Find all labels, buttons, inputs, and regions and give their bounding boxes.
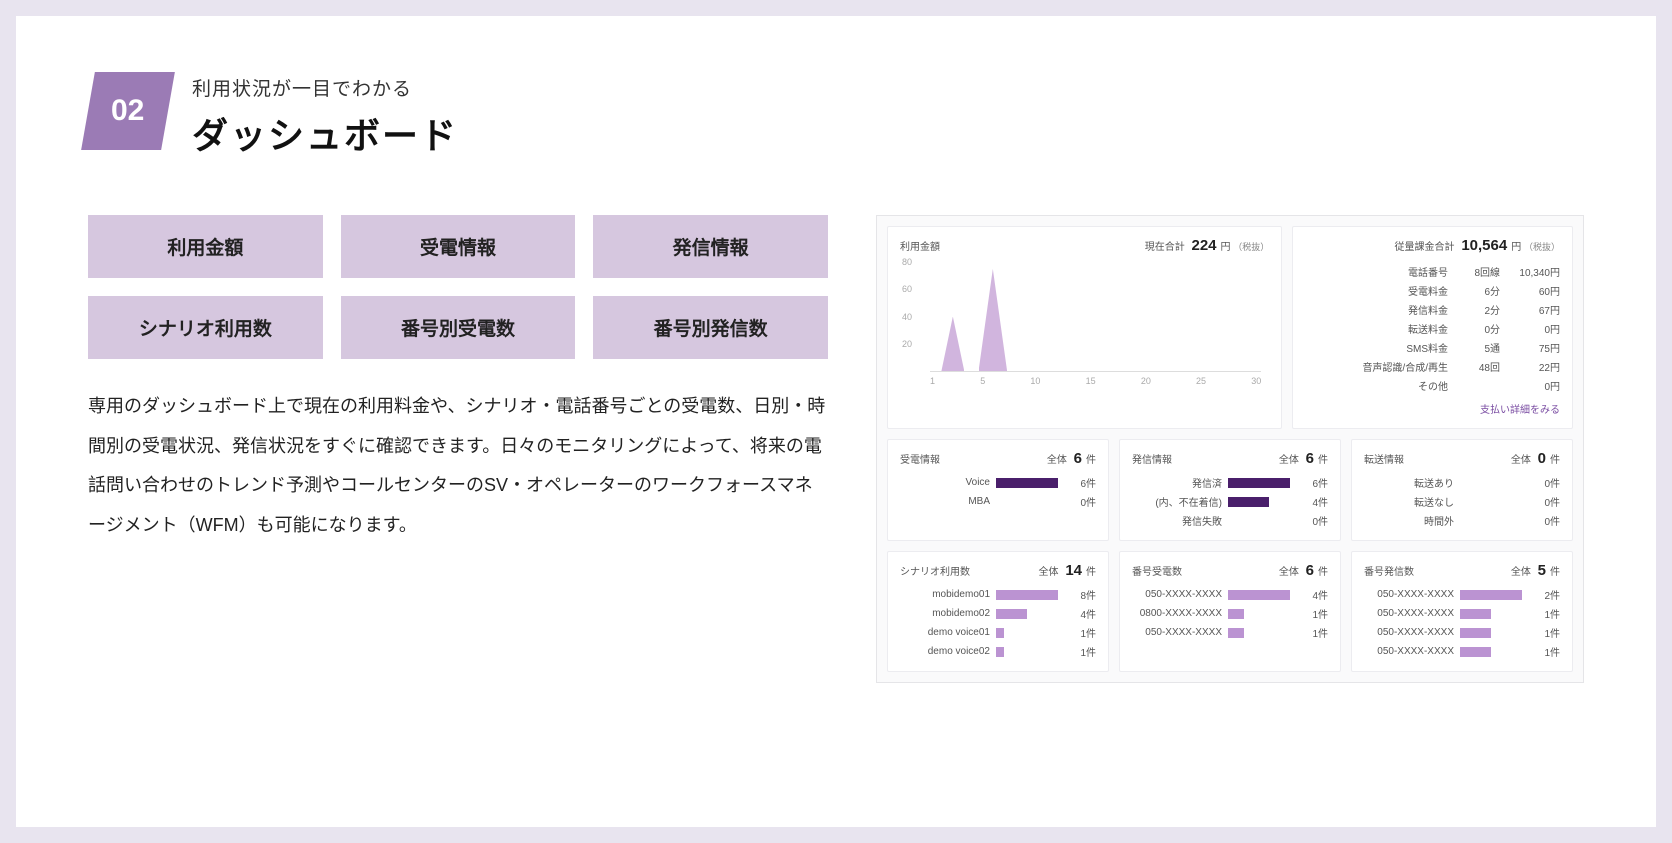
dashboard-row-3: シナリオ利用数全体 14件 mobidemo018件 mobidemo024件 dem… xyxy=(887,551,1573,672)
chart-x-label: 10 xyxy=(1030,376,1040,386)
mini-item: 050-XXXX-XXXX2件 xyxy=(1364,587,1560,602)
feature-button-4[interactable]: 番号別受電数 xyxy=(341,296,576,359)
section-titles: 利用状況が一目でわかる ダッシュボード xyxy=(192,72,458,159)
cost-row: 受電料金6分60円 xyxy=(1305,281,1560,300)
mini-item: demo voice021件 xyxy=(900,644,1096,659)
feature-button-0[interactable]: 利用金額 xyxy=(88,215,323,278)
mini-list: 050-XXXX-XXXX2件 050-XXXX-XXXX1件 050-XXXX-X… xyxy=(1364,587,1560,659)
mini-list: 転送あり0件転送なし0件時間外0件 xyxy=(1364,475,1560,528)
section-title: ダッシュボード xyxy=(192,107,458,159)
mini-panel: 番号発信数全体 5件 050-XXXX-XXXX2件 050-XXXX-XXXX1件… xyxy=(1351,551,1573,672)
mini-panel: 発信情報全体 6件発信済6件 (内、不在着信)4件発信失敗0件 xyxy=(1119,439,1341,541)
chart-x-label: 30 xyxy=(1251,376,1261,386)
mini-item: mobidemo024件 xyxy=(900,606,1096,621)
mini-item: (内、不在着信)4件 xyxy=(1132,494,1328,509)
mini-panel: 受電情報全体 6件 Voice6件 MBA0件 xyxy=(887,439,1109,541)
chart-y-label: 60 xyxy=(902,284,912,294)
feature-button-2[interactable]: 発信情報 xyxy=(593,215,828,278)
mini-item: 050-XXXX-XXXX1件 xyxy=(1364,644,1560,659)
mini-item: 050-XXXX-XXXX1件 xyxy=(1364,625,1560,640)
chart-y-label: 80 xyxy=(902,257,912,267)
card-header: シナリオ利用数全体 14件 xyxy=(900,562,1096,579)
right-column: 利用金額 現在合計 224円 （税抜） 80604020 15101520253… xyxy=(876,215,1584,683)
chart-x-label: 15 xyxy=(1086,376,1096,386)
card-total: 現在合計 224円 （税抜） xyxy=(1145,237,1270,254)
cost-row: 音声認識/合成/再生48回22円 xyxy=(1305,357,1560,376)
mini-item: 時間外0件 xyxy=(1364,513,1560,528)
chart-x-axis: 151015202530 xyxy=(930,376,1261,386)
dashboard-preview: 利用金額 現在合計 224円 （税抜） 80604020 15101520253… xyxy=(876,215,1584,683)
card-header: 番号受電数全体 6件 xyxy=(1132,562,1328,579)
mini-item: mobidemo018件 xyxy=(900,587,1096,602)
feature-button-1[interactable]: 受電情報 xyxy=(341,215,576,278)
billing-total-card: 従量課金合計 10,564円 （税抜） 電話番号8回線10,340円受電料金6分… xyxy=(1292,226,1573,429)
cost-table: 電話番号8回線10,340円受電料金6分60円発信料金2分67円転送料金0分0円… xyxy=(1305,262,1560,395)
mini-list: 発信済6件 (内、不在着信)4件発信失敗0件 xyxy=(1132,475,1328,528)
content-body: 利用金額受電情報発信情報シナリオ利用数番号別受電数番号別発信数 専用のダッシュボ… xyxy=(88,215,1584,683)
chart-x-label: 25 xyxy=(1196,376,1206,386)
feature-button-grid: 利用金額受電情報発信情報シナリオ利用数番号別受電数番号別発信数 xyxy=(88,215,828,359)
cost-row: その他0円 xyxy=(1305,376,1560,395)
chart-y-label: 40 xyxy=(902,312,912,322)
section-header: 02 利用状況が一目でわかる ダッシュボード xyxy=(88,72,1584,159)
mini-item: 発信失敗0件 xyxy=(1132,513,1328,528)
card-header: 番号発信数全体 5件 xyxy=(1364,562,1560,579)
chart-x-label: 1 xyxy=(930,376,935,386)
chart-peak xyxy=(979,269,1008,371)
section-number: 02 xyxy=(111,94,144,128)
mini-item: demo voice011件 xyxy=(900,625,1096,640)
section-number-badge: 02 xyxy=(81,72,175,150)
mini-item: MBA0件 xyxy=(900,494,1096,509)
card-title: 利用金額 xyxy=(900,238,940,253)
chart-y-label: 20 xyxy=(902,339,912,349)
card-header: 利用金額 現在合計 224円 （税抜） xyxy=(900,237,1269,254)
dashboard-row-2: 受電情報全体 6件 Voice6件 MBA0件 発信情報全体 6件発信済6件 (内、不在… xyxy=(887,439,1573,541)
card-header: 従量課金合計 10,564円 （税抜） xyxy=(1305,237,1560,254)
chart-x-label: 5 xyxy=(980,376,985,386)
card-header: 受電情報全体 6件 xyxy=(900,450,1096,467)
chart-x-label: 20 xyxy=(1141,376,1151,386)
section-subtitle: 利用状況が一目でわかる xyxy=(192,74,458,101)
dashboard-row-1: 利用金額 現在合計 224円 （税抜） 80604020 15101520253… xyxy=(887,226,1573,429)
line-chart: 80604020 xyxy=(930,262,1261,372)
mini-panel: 番号受電数全体 6件 050-XXXX-XXXX4件 0800-XXXX-XXXX1… xyxy=(1119,551,1341,672)
mini-item: 発信済6件 xyxy=(1132,475,1328,490)
mini-item: 転送なし0件 xyxy=(1364,494,1560,509)
usage-amount-card: 利用金額 現在合計 224円 （税抜） 80604020 15101520253… xyxy=(887,226,1282,429)
mini-panel: シナリオ利用数全体 14件 mobidemo018件 mobidemo024件 dem… xyxy=(887,551,1109,672)
chart-peaks xyxy=(930,262,1261,371)
left-column: 利用金額受電情報発信情報シナリオ利用数番号別受電数番号別発信数 専用のダッシュボ… xyxy=(88,215,828,683)
feature-button-5[interactable]: 番号別発信数 xyxy=(593,296,828,359)
mini-list: 050-XXXX-XXXX4件 0800-XXXX-XXXX1件 050-XXXX-… xyxy=(1132,587,1328,640)
card-total: 従量課金合計 10,564円 （税抜） xyxy=(1395,237,1560,254)
feature-button-3[interactable]: シナリオ利用数 xyxy=(88,296,323,359)
cost-row: 転送料金0分0円 xyxy=(1305,319,1560,338)
mini-item: 050-XXXX-XXXX1件 xyxy=(1364,606,1560,621)
mini-item: 050-XXXX-XXXX4件 xyxy=(1132,587,1328,602)
mini-item: 転送あり0件 xyxy=(1364,475,1560,490)
chart-peak xyxy=(941,317,964,372)
mini-item: 050-XXXX-XXXX1件 xyxy=(1132,625,1328,640)
cost-row: 発信料金2分67円 xyxy=(1305,300,1560,319)
mini-panel: 転送情報全体 0件転送あり0件転送なし0件時間外0件 xyxy=(1351,439,1573,541)
payment-details-link[interactable]: 支払い詳細をみる xyxy=(1305,401,1560,416)
card-header: 発信情報全体 6件 xyxy=(1132,450,1328,467)
mini-list: mobidemo018件 mobidemo024件 demo voice011件 de… xyxy=(900,587,1096,659)
mini-list: Voice6件 MBA0件 xyxy=(900,475,1096,509)
description-text: 専用のダッシュボード上で現在の利用料金や、シナリオ・電話番号ごとの受電数、日別・… xyxy=(88,387,828,545)
mini-item: Voice6件 xyxy=(900,475,1096,490)
mini-item: 0800-XXXX-XXXX1件 xyxy=(1132,606,1328,621)
cost-row: SMS料金5通75円 xyxy=(1305,338,1560,357)
card-header: 転送情報全体 0件 xyxy=(1364,450,1560,467)
page: 02 利用状況が一目でわかる ダッシュボード 利用金額受電情報発信情報シナリオ利… xyxy=(16,16,1656,827)
cost-row: 電話番号8回線10,340円 xyxy=(1305,262,1560,281)
